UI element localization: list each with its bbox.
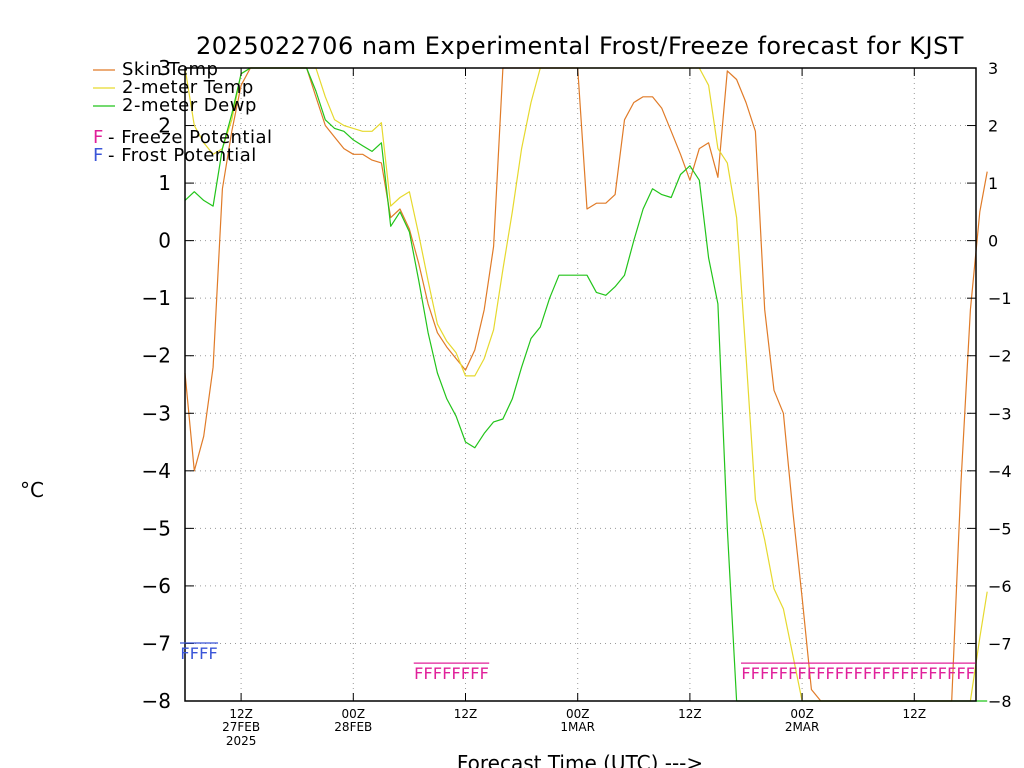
freeze-potential-mark: F [779,664,788,683]
y-tick-label-right: 2 [988,117,998,136]
freeze-potential-mark: F [433,664,442,683]
y-tick-label-right: 0 [988,232,998,251]
y-tick-label-right: −1 [988,289,1012,308]
y-tick-label-right: −8 [988,692,1012,711]
frost-potential-mark: F [199,644,208,663]
y-tick-label-right: 1 [988,174,998,193]
y-tick-label-left: 3 [158,56,171,80]
freeze-potential-mark: F [872,664,881,683]
y-tick-label-right: −4 [988,462,1012,481]
x-tick-label: 12Z [903,707,927,721]
x-tick-label: 12Z [229,707,253,721]
x-tick-label: 00Z [342,707,366,721]
freeze-potential-mark: F [470,664,479,683]
grid [185,68,976,701]
freeze-potential-mark: F [760,664,769,683]
freeze-potential-mark: F [769,664,778,683]
frost-potential-mark: F [190,644,199,663]
freeze-potential-mark: F [882,664,891,683]
freeze-potential-mark: F [956,664,965,683]
legend-potential-symbol: F [93,127,104,148]
freeze-potential-mark: F [854,664,863,683]
y-tick-label-left: −3 [142,401,171,425]
freeze-potential-mark: F [835,664,844,683]
freeze-potential-mark: F [947,664,956,683]
frost-potential-mark: F [180,644,189,663]
y-tick-label-right: 3 [988,59,998,78]
y-tick-label-left: −1 [142,286,171,310]
x-axis-label: Forecast Time (UTC) ---> [457,751,703,768]
freeze-potential-mark: F [826,664,835,683]
y-tick-label-left: −8 [142,689,171,713]
x-tick-label: 00Z [566,707,590,721]
y-tick-label-left: −4 [142,459,171,483]
freeze-potential-mark: F [423,664,432,683]
freeze-potential-mark: F [452,664,461,683]
freeze-potential-mark: F [863,664,872,683]
legend-label: 2-meter Dewp [122,95,257,116]
y-tick-label-left: 0 [158,229,171,253]
freeze-potential-mark: F [788,664,797,683]
potential-marks: F F F FF F F F F F F F F F F F F F F F F F F F F F F F F F F F F F F F F [180,642,976,683]
freeze-potential-mark: F [910,664,919,683]
x-tick-label: 12Z [454,707,478,721]
axis-ticks: 3 3 2 2 1 1 0 0 −1 −1 −2 −2 −3 −3 −4 −4 −5 −5 −6 −6 −7 −7 −8 −8… [142,56,1012,748]
x-tick-date-label: 27FEB [222,720,260,734]
y-tick-label-right: −3 [988,404,1012,423]
legend-label: 2-meter Temp [122,77,254,98]
y-tick-label-right: −6 [988,577,1012,596]
y-tick-label-left: −6 [142,574,171,598]
series-2-meter-temp [184,67,988,702]
x-tick-label: 12Z [678,707,702,721]
frost-potential-mark: F [208,644,217,663]
legend-label: Skin Temp [122,59,218,80]
x-tick-year-label: 2025 [226,734,257,748]
legend-potential-symbol: F [93,145,104,166]
series-lines [184,67,988,702]
series-2-meter-dewp [184,67,988,702]
freeze-potential-mark: F [797,664,806,683]
y-tick-label-left: −2 [142,344,171,368]
y-tick-label-left: −7 [142,631,171,655]
plot-frame [184,67,977,702]
chart-title: 2025022706 nam Experimental Frost/Freeze… [196,32,964,60]
legend-potential-label: - Freeze Potential [108,127,273,148]
freeze-potential-mark: F [844,664,853,683]
series-skin-temp [184,67,988,702]
freeze-potential-mark: F [816,664,825,683]
y-tick-label-left: 1 [158,171,171,195]
y-axis-unit-label: °C [20,478,44,502]
freeze-potential-mark: F [807,664,816,683]
x-tick-date-label: 2MAR [785,720,820,734]
x-tick-label: 00Z [790,707,814,721]
freeze-potential-mark: F [480,664,489,683]
freeze-potential-mark: F [928,664,937,683]
freeze-potential-mark: F [461,664,470,683]
freeze-potential-mark: F [741,664,750,683]
y-tick-label-left: −5 [142,516,171,540]
x-tick-date-label: 1MAR [560,720,595,734]
y-tick-label-right: −7 [988,634,1012,653]
y-tick-label-left: 2 [158,114,171,138]
freeze-potential-mark: F [919,664,928,683]
freeze-potential-mark: F [891,664,900,683]
freeze-potential-mark: F [966,664,975,683]
freeze-potential-mark: F [751,664,760,683]
freeze-potential-mark: F [938,664,947,683]
legend-potential-label: - Frost Potential [108,145,257,166]
y-tick-label-right: −5 [988,519,1012,538]
freeze-potential-mark: F [414,664,423,683]
freeze-potential-mark: F [442,664,451,683]
x-tick-date-label: 28FEB [334,720,372,734]
y-tick-label-right: −2 [988,347,1012,366]
freeze-potential-mark: F [900,664,909,683]
